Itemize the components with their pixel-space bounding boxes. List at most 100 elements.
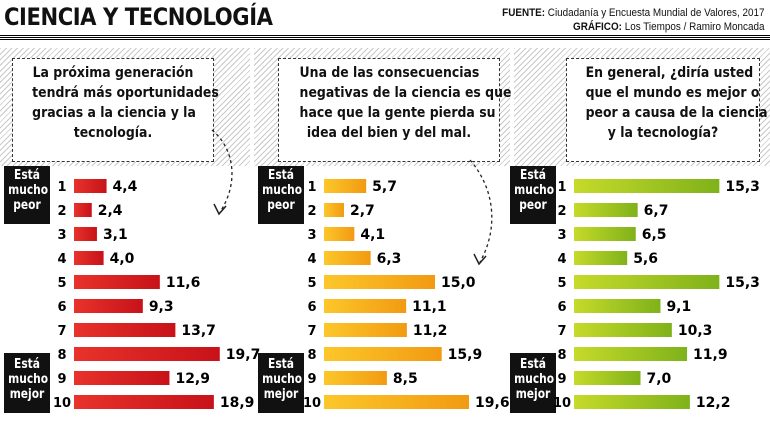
- bar: [74, 299, 143, 313]
- page-title: CIENCIA Y TECNOLOGÍA: [4, 3, 273, 31]
- label-worse-2: Está mucho peor: [258, 166, 304, 224]
- category-label: 9: [57, 372, 66, 387]
- value-label: 6,3: [377, 251, 402, 267]
- category-label: 10: [553, 396, 571, 411]
- category-label: 8: [557, 348, 566, 363]
- label-better-2-line-2: mucho: [262, 372, 303, 387]
- label-better-2-line-1: Está: [268, 357, 294, 372]
- category-label: 6: [307, 300, 316, 315]
- value-label: 5,6: [633, 251, 658, 267]
- category-label: 9: [307, 372, 316, 387]
- value-label: 15,3: [725, 179, 760, 195]
- label-better-3: Está mucho mejor: [510, 353, 556, 413]
- bar: [74, 251, 104, 265]
- bar: [74, 371, 170, 385]
- bar: [574, 251, 628, 265]
- category-label: 4: [57, 252, 66, 267]
- label-better-3-line-3: mejor: [515, 387, 551, 402]
- bar: [324, 347, 442, 361]
- question-1-line-2: tendrá más oportunidades: [32, 85, 219, 101]
- category-label: 2: [557, 204, 566, 219]
- bar: [574, 371, 641, 385]
- label-worse-2-line-2: mucho: [262, 183, 303, 198]
- value-label: 6,7: [644, 203, 669, 219]
- value-label: 13,7: [181, 323, 216, 339]
- bar: [74, 179, 107, 193]
- bar: [574, 347, 688, 361]
- bar: [74, 227, 97, 241]
- bar: [324, 299, 407, 313]
- question-box-1: La próxima generación tendrá más oportun…: [12, 58, 219, 162]
- question-1-line-1: La próxima generación: [32, 65, 194, 81]
- value-label: 12,9: [175, 371, 210, 387]
- source-label: FUENTE:: [501, 7, 545, 19]
- value-label: 11,2: [413, 323, 448, 339]
- category-label: 2: [307, 204, 316, 219]
- bar: [324, 179, 367, 193]
- value-label: 11,9: [693, 347, 728, 363]
- category-label: 5: [57, 276, 66, 291]
- value-label: 11,6: [166, 275, 201, 291]
- value-label: 2,4: [98, 203, 123, 219]
- category-label: 3: [57, 228, 66, 243]
- category-label: 5: [307, 276, 316, 291]
- category-label: 2: [57, 204, 66, 219]
- bar: [324, 323, 407, 337]
- question-box-2: Una de las consecuencias negativas de la…: [278, 58, 511, 162]
- bar: [324, 275, 435, 289]
- value-label: 2,7: [350, 203, 375, 219]
- label-better-1-line-2: mucho: [8, 372, 49, 387]
- category-label: 3: [557, 228, 566, 243]
- label-better-3-line-2: mucho: [514, 372, 555, 387]
- category-label: 4: [307, 252, 316, 267]
- question-3-line-3: peor a causa de la ciencia: [585, 105, 768, 121]
- question-3-line-4: y la tecnología?: [607, 125, 719, 141]
- bar: [324, 203, 344, 217]
- category-label: 10: [53, 396, 71, 411]
- question-1-line-4: tecnología.: [73, 125, 153, 141]
- dashed-arrow-1-head: [213, 203, 227, 216]
- value-label: 4,4: [113, 179, 138, 195]
- question-2-line-3: hace que la gente pierda su: [299, 105, 496, 121]
- label-better-2: Está mucho mejor: [258, 353, 304, 413]
- question-2-line-4: idea del bien y del mal.: [306, 125, 472, 141]
- value-label: 19,7: [226, 347, 261, 363]
- question-1-line-3: gracias a la ciencia y la: [32, 105, 196, 121]
- value-label: 19,6: [475, 395, 510, 411]
- bar: [74, 275, 160, 289]
- bar: [324, 395, 470, 409]
- dashed-arrow-2-head: [473, 253, 487, 266]
- value-label: 5,7: [372, 179, 397, 195]
- bar: [74, 323, 176, 337]
- bar: [574, 203, 638, 217]
- value-label: 10,3: [678, 323, 713, 339]
- question-3-line-1: En general, ¿diría usted: [585, 65, 754, 81]
- bar: [574, 395, 690, 409]
- category-label: 1: [557, 180, 566, 195]
- label-worse-2-line-1: Está: [268, 168, 294, 183]
- source-credits: FUENTE: Ciudadanía y Encuesta Mundial de…: [502, 6, 764, 34]
- category-label: 5: [557, 276, 566, 291]
- category-label: 10: [303, 396, 321, 411]
- category-label: 1: [307, 180, 316, 195]
- question-2-line-1: Una de las consecuencias: [299, 65, 480, 81]
- bar: [74, 347, 220, 361]
- category-label: 6: [57, 300, 66, 315]
- value-label: 15,3: [725, 275, 760, 291]
- label-worse-3-line-1: Está: [520, 168, 546, 183]
- label-worse-1-line-1: Está: [14, 168, 40, 183]
- category-label: 4: [557, 252, 566, 267]
- bar: [324, 251, 371, 265]
- label-better-1: Está mucho mejor: [4, 353, 50, 413]
- value-label: 4,1: [360, 227, 385, 243]
- value-label: 9,3: [149, 299, 174, 315]
- label-better-2-line-3: mejor: [263, 387, 299, 402]
- value-label: 4,0: [110, 251, 135, 267]
- value-label: 8,5: [393, 371, 418, 387]
- label-worse-1-line-3: peor: [13, 198, 41, 213]
- bar: [74, 203, 92, 217]
- bar: [574, 275, 720, 289]
- graphic-line: GRÁFICO: Los Tiempos / Ramiro Moncada: [502, 20, 764, 34]
- category-label: 8: [307, 348, 316, 363]
- category-label: 1: [57, 180, 66, 195]
